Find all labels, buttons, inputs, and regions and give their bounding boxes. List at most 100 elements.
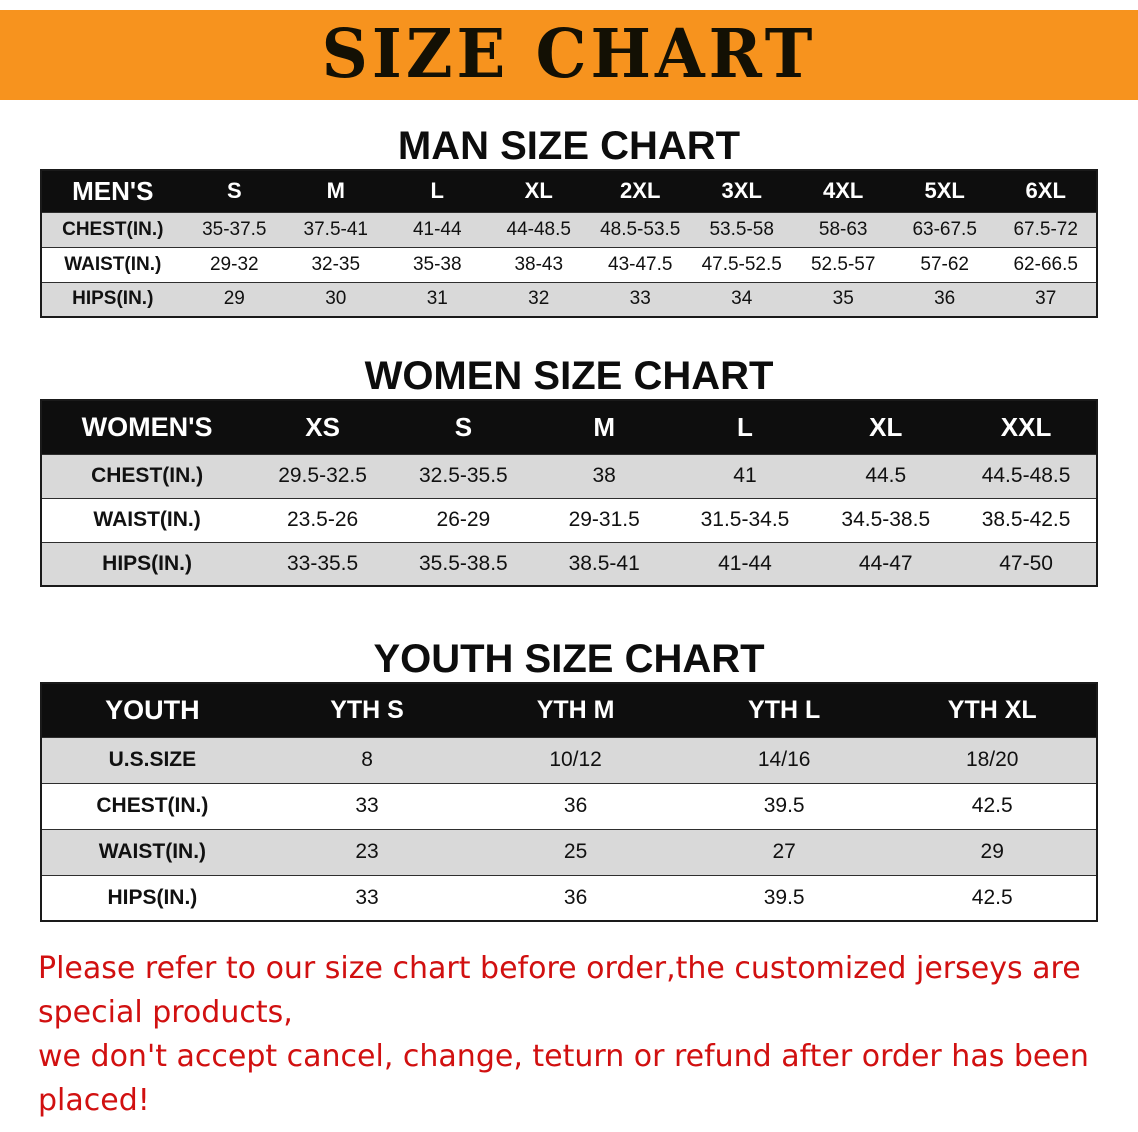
size-cell: 31.5-34.5 <box>674 497 816 542</box>
men-size-section: MAN SIZE CHART MEN'S S M L XL 2XL 3XL 4XL 5XL 6XL… <box>0 124 1138 318</box>
size-cell: 34.5-38.5 <box>815 497 957 542</box>
column-header: L <box>386 170 488 212</box>
page-title: SIZE CHART <box>321 15 817 94</box>
size-cell: 44.5 <box>815 453 957 498</box>
table-row: WAIST(IN.) 23 25 27 29 <box>41 828 1097 875</box>
column-header: M <box>533 400 675 454</box>
footer-line-2: we don't accept cancel, change, teturn o… <box>38 1039 1089 1118</box>
banner: SIZE CHART <box>0 10 1138 100</box>
size-cell: 36 <box>471 874 680 921</box>
size-cell: 47-50 <box>956 541 1097 586</box>
column-header: XXL <box>956 400 1097 454</box>
column-header: YTH M <box>471 683 680 737</box>
youth-size-table: YOUTH YTH S YTH M YTH L YTH XL U.S.SIZE 8 10/12… <box>40 682 1098 922</box>
size-cell: 38.5-41 <box>533 541 675 586</box>
row-label: U.S.SIZE <box>41 736 263 783</box>
table-row: HIPS(IN.) 33-35.5 35.5-38.5 38.5-41 41-44 44-… <box>41 541 1097 586</box>
column-header: XL <box>488 170 590 212</box>
size-cell: 8 <box>262 736 472 783</box>
size-cell: 25 <box>471 828 680 875</box>
size-cell: 35.5-38.5 <box>392 541 534 586</box>
size-cell: 37.5-41 <box>285 211 387 247</box>
size-cell: 18/20 <box>888 736 1097 783</box>
youth-chart-heading: YOUTH SIZE CHART <box>373 637 765 681</box>
table-row: U.S.SIZE 8 10/12 14/16 18/20 <box>41 736 1097 783</box>
table-header-row: MEN'S S M L XL 2XL 3XL 4XL 5XL 6XL <box>41 170 1097 212</box>
size-cell: 42.5 <box>888 874 1097 921</box>
size-cell: 67.5-72 <box>995 211 1097 247</box>
table-row: CHEST(IN.) 35-37.5 37.5-41 41-44 44-48.5 48.5… <box>41 211 1097 247</box>
women-size-section: WOMEN SIZE CHART WOMEN'S XS S M L XL XXL CHEST(… <box>0 354 1138 587</box>
women-chart-heading: WOMEN SIZE CHART <box>364 354 774 398</box>
row-label: CHEST(IN.) <box>41 782 263 829</box>
size-cell: 29.5-32.5 <box>252 453 393 498</box>
size-cell: 33 <box>262 782 472 829</box>
size-cell: 39.5 <box>679 874 889 921</box>
footer-line-1: Please refer to our size chart before or… <box>38 951 1081 1030</box>
column-header: 3XL <box>690 170 793 212</box>
size-cell: 32.5-35.5 <box>392 453 534 498</box>
size-cell: 41 <box>674 453 816 498</box>
size-cell: 44.5-48.5 <box>956 453 1097 498</box>
column-header: M <box>285 170 387 212</box>
size-cell: 37 <box>995 281 1097 317</box>
size-cell: 33 <box>262 874 472 921</box>
row-label: HIPS(IN.) <box>41 541 253 586</box>
size-cell: 41-44 <box>386 211 488 247</box>
size-cell: 39.5 <box>679 782 889 829</box>
size-cell: 23.5-26 <box>252 497 393 542</box>
size-cell: 43-47.5 <box>589 246 691 282</box>
row-label: HIPS(IN.) <box>41 281 184 317</box>
size-cell: 29-31.5 <box>533 497 675 542</box>
column-header: 5XL <box>893 170 996 212</box>
size-cell: 41-44 <box>674 541 816 586</box>
size-cell: 58-63 <box>792 211 894 247</box>
size-cell: 30 <box>285 281 387 317</box>
table-row: HIPS(IN.) 29 30 31 32 33 34 35 36 37 <box>41 281 1097 317</box>
size-cell: 47.5-52.5 <box>690 246 793 282</box>
size-cell: 53.5-58 <box>690 211 793 247</box>
size-cell: 26-29 <box>392 497 534 542</box>
men-size-table: MEN'S S M L XL 2XL 3XL 4XL 5XL 6XL CHEST(IN.) 35-37… <box>40 169 1098 318</box>
row-label: CHEST(IN.) <box>41 211 184 247</box>
size-cell: 38.5-42.5 <box>956 497 1097 542</box>
column-header: 2XL <box>589 170 691 212</box>
size-cell: 63-67.5 <box>893 211 996 247</box>
youth-size-section: YOUTH SIZE CHART YOUTH YTH S YTH M YTH L YTH… <box>0 637 1138 922</box>
table-row: HIPS(IN.) 33 36 39.5 42.5 <box>41 874 1097 921</box>
size-cell: 35 <box>792 281 894 317</box>
size-cell: 44-47 <box>815 541 957 586</box>
row-label: WAIST(IN.) <box>41 828 263 875</box>
size-cell: 35-37.5 <box>183 211 286 247</box>
table-row: WAIST(IN.) 23.5-26 26-29 29-31.5 31.5-34.5 34… <box>41 497 1097 542</box>
column-header: YTH XL <box>888 683 1097 737</box>
size-cell: 52.5-57 <box>792 246 894 282</box>
table-title-cell: WOMEN'S <box>41 400 253 454</box>
size-cell: 36 <box>893 281 996 317</box>
row-label: WAIST(IN.) <box>41 246 184 282</box>
size-cell: 62-66.5 <box>995 246 1097 282</box>
women-size-table: WOMEN'S XS S M L XL XXL CHEST(IN.) 29.5-32.5 32.5… <box>40 399 1098 587</box>
size-cell: 42.5 <box>888 782 1097 829</box>
table-row: CHEST(IN.) 33 36 39.5 42.5 <box>41 782 1097 829</box>
table-header-row: YOUTH YTH S YTH M YTH L YTH XL <box>41 683 1097 737</box>
size-cell: 14/16 <box>679 736 889 783</box>
column-header: 6XL <box>995 170 1097 212</box>
size-cell: 23 <box>262 828 472 875</box>
table-title-cell: MEN'S <box>41 170 184 212</box>
size-cell: 35-38 <box>386 246 488 282</box>
size-cell: 32 <box>488 281 590 317</box>
men-chart-heading: MAN SIZE CHART <box>397 124 741 168</box>
table-title-cell: YOUTH <box>41 683 263 737</box>
size-cell: 27 <box>679 828 889 875</box>
size-cell: 36 <box>471 782 680 829</box>
column-header: S <box>183 170 286 212</box>
size-cell: 48.5-53.5 <box>589 211 691 247</box>
size-cell: 31 <box>386 281 488 317</box>
column-header: S <box>392 400 534 454</box>
footer-note: Please refer to our size chart before or… <box>38 947 1100 1123</box>
size-cell: 38 <box>533 453 675 498</box>
table-header-row: WOMEN'S XS S M L XL XXL <box>41 400 1097 454</box>
size-cell: 57-62 <box>893 246 996 282</box>
